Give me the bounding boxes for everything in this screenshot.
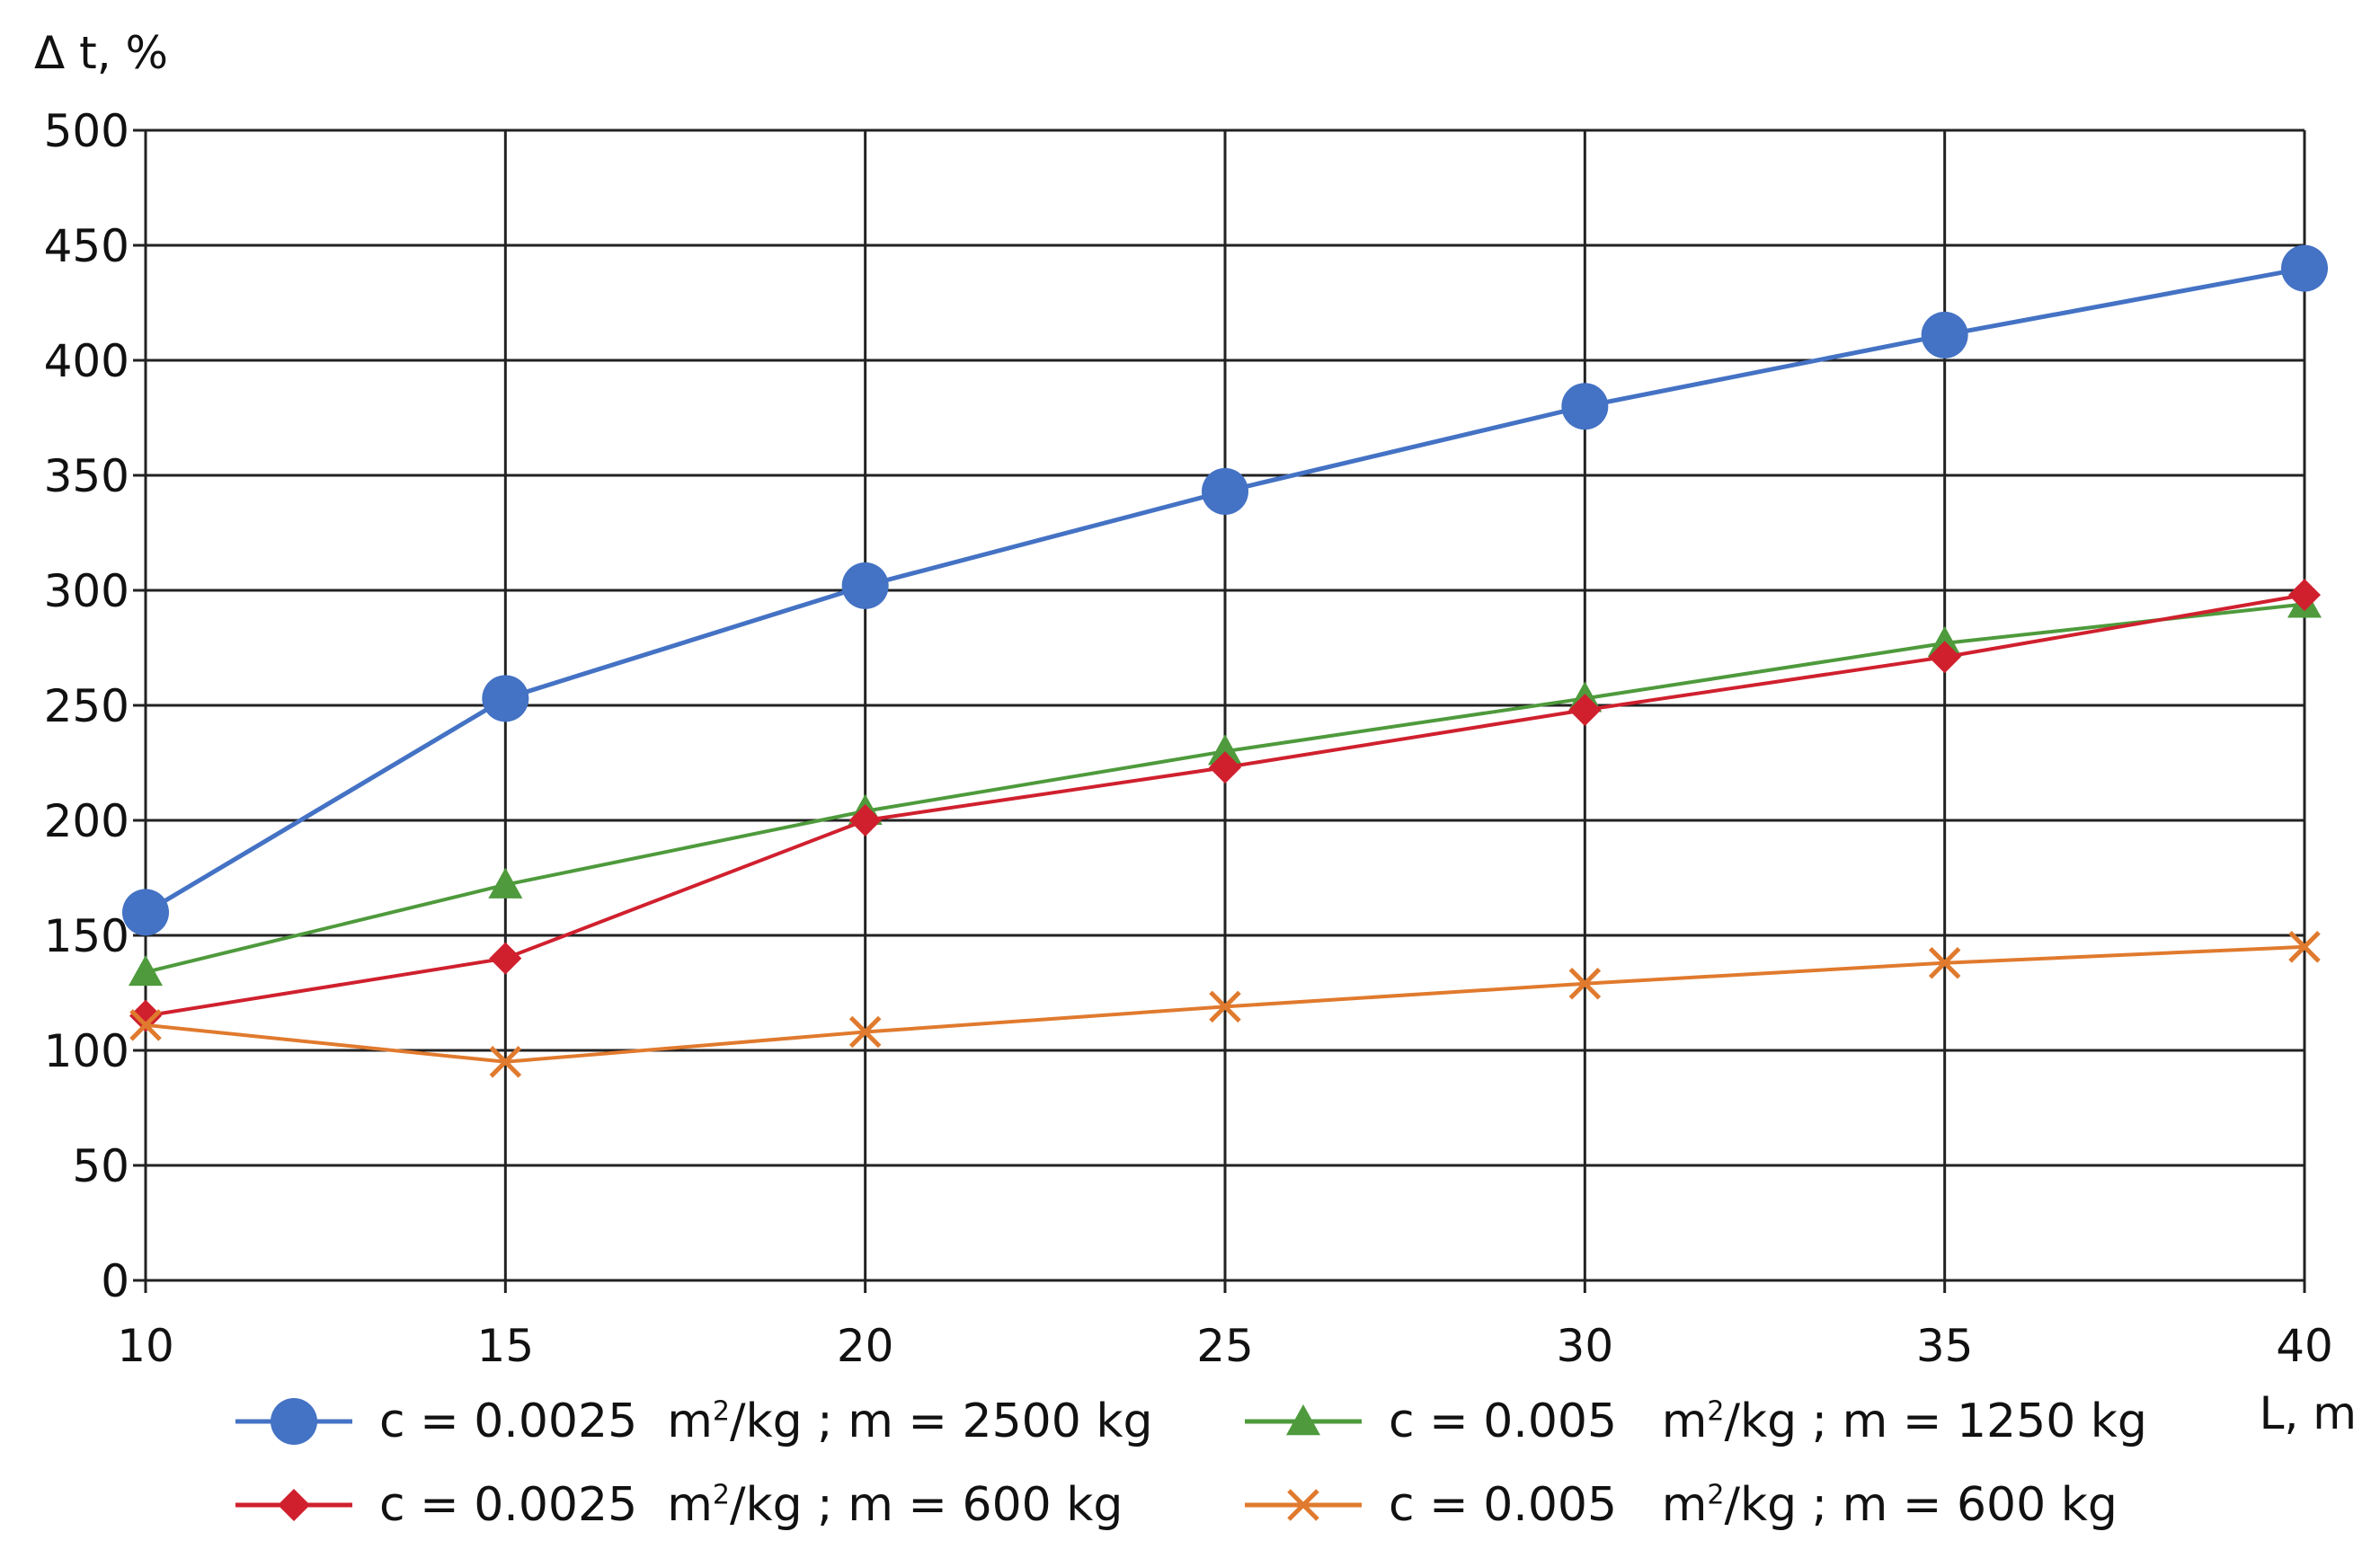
data-point [1202,467,1248,515]
series-3 [129,931,2321,1078]
y-tick-label: 250 [44,680,129,732]
y-tick-label: 400 [44,335,129,387]
data-point [848,804,882,837]
data-point [489,942,522,975]
y-tick-label: 200 [44,795,129,847]
data-point [482,675,529,722]
y-axis-ticks: 0 50 100 150 200 250 300 350 400 450 500 [44,105,146,1307]
legend-c-3: c = 0.005 [1389,1478,1618,1532]
series-2 [129,579,2321,1032]
data-point [1568,967,1602,1000]
legend-marker [1286,1404,1320,1436]
x-tick-label: 35 [1916,1320,1974,1372]
legend-marker [1287,1489,1319,1521]
data-point [1928,641,1961,674]
legend-unit-2: m2/kg ; m = 600 kg [667,1478,1123,1532]
x-tick-label: 15 [477,1320,535,1372]
y-tick-label: 100 [44,1025,129,1077]
data-point [1209,751,1241,784]
legend-swatch-1 [1245,1404,1362,1436]
data-point [2288,931,2321,963]
y-tick-label: 300 [44,565,129,617]
legend-swatch-2 [235,1489,352,1521]
legend-swatch-0 [235,1398,352,1445]
legend-c-2: c = 0.0025 [379,1478,638,1532]
x-tick-label: 20 [837,1320,894,1372]
data-point [122,889,169,936]
data-point [1209,990,1241,1023]
y-axis-label: Δ t, % [34,27,168,79]
legend-marker [271,1398,317,1445]
y-tick-label: 500 [44,105,129,157]
x-tick-label: 10 [117,1320,174,1372]
legend-unit-0: m2/kg ; m = 2500 kg [667,1394,1153,1448]
legend-marker [278,1489,310,1521]
x-tick-label: 30 [1557,1320,1614,1372]
data-point [129,999,162,1032]
x-tick-label: 25 [1196,1320,1254,1372]
data-point [1561,383,1609,430]
data-point [2281,244,2328,292]
legend-unit-3: m2/kg ; m = 600 kg [1661,1478,2118,1532]
data-point [1568,694,1602,727]
y-tick-label: 150 [44,910,129,962]
y-tick-label: 350 [44,450,129,502]
data-point [129,1009,162,1041]
legend-item-0: c = 0.0025 m2/kg ; m = 2500 kg [235,1394,1152,1448]
data-point [489,1046,522,1078]
legend-swatch-3 [1245,1489,1362,1521]
series-layer [122,244,2328,1078]
data-point [488,867,523,899]
legend-c-1: c = 0.005 [1389,1394,1618,1448]
series-0 [122,244,2328,936]
legend-unit-1: m2/kg ; m = 1250 kg [1661,1394,2147,1448]
data-point [1921,311,1968,359]
data-point [129,954,163,987]
data-point [1928,946,1961,979]
data-point [2288,579,2321,612]
y-tick-label: 450 [44,220,129,272]
legend-item-1: c = 0.005 m2/kg ; m = 1250 kg [1245,1394,2147,1448]
y-tick-label: 0 [101,1255,129,1307]
x-tick-label: 40 [2276,1320,2333,1372]
legend-item-2: c = 0.0025 m2/kg ; m = 600 kg [235,1478,1123,1532]
grid-lines [144,128,2306,1282]
data-point [1208,734,1242,766]
x-axis-label: L, m [2260,1387,2357,1439]
y-tick-label: 50 [72,1140,129,1192]
legend-item-3: c = 0.005 m2/kg ; m = 600 kg [1245,1478,2118,1532]
data-point [848,1015,882,1049]
data-point [841,562,889,609]
legend-c-0: c = 0.0025 [379,1394,638,1448]
x-axis-ticks: 10 15 20 25 30 35 40 [117,1280,2333,1372]
